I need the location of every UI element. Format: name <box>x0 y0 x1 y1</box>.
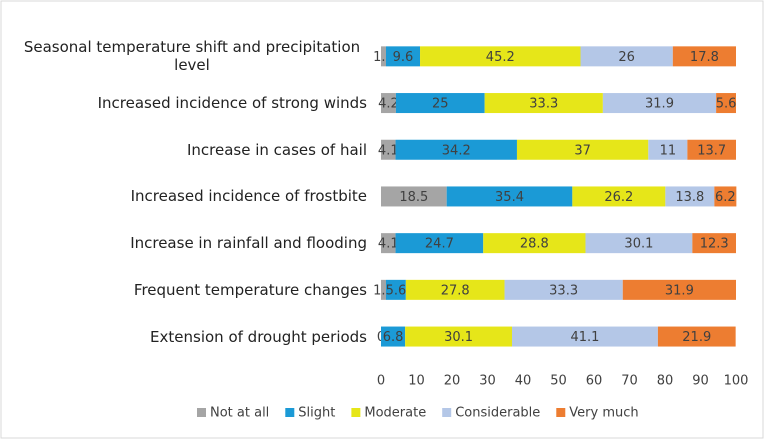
data-label: 33.3 <box>549 283 578 298</box>
category-label: Frequent temperature changes <box>133 280 367 299</box>
category-label: Increase in cases of hail <box>186 140 367 159</box>
bar-segment <box>381 46 386 67</box>
x-tick-label: 50 <box>550 374 567 389</box>
bar-segment <box>381 93 396 114</box>
data-label: 21.9 <box>682 330 711 345</box>
bar-segment <box>381 139 396 160</box>
bar-segment <box>585 233 693 254</box>
x-tick-label: 90 <box>692 374 709 389</box>
data-label: 4.2 <box>378 97 399 112</box>
data-label: 17.8 <box>690 50 719 65</box>
data-label: 13.7 <box>697 143 726 158</box>
category-label: Increase in rainfall and flooding <box>130 234 367 253</box>
x-tick-label: 10 <box>408 374 425 389</box>
x-tick-label: 30 <box>479 374 496 389</box>
data-label: 33.3 <box>529 97 558 112</box>
legend-label: Slight <box>298 406 335 421</box>
data-label: 26.2 <box>604 190 633 205</box>
data-label: 26 <box>618 50 635 65</box>
legend-swatch <box>197 408 206 417</box>
bar-segment <box>484 93 603 114</box>
category-label: Increased incidence of strong winds <box>97 94 367 113</box>
data-label: 24.7 <box>425 237 454 252</box>
bar-segment <box>657 326 736 347</box>
legend-swatch <box>285 408 295 417</box>
data-label: 37 <box>574 143 591 158</box>
bar-segment <box>405 326 512 347</box>
legend-label: Considerable <box>455 406 540 421</box>
legend-label: Moderate <box>364 406 426 421</box>
data-label: 34.2 <box>442 143 471 158</box>
data-label: 12.3 <box>700 237 729 252</box>
data-label: 18.5 <box>399 190 428 205</box>
category-label: Increased incidence of frostbite <box>130 187 367 206</box>
x-tick-label: 70 <box>621 374 638 389</box>
legend-label: Not at all <box>210 406 269 421</box>
data-label: 11 <box>660 143 677 158</box>
x-tick-label: 80 <box>657 374 674 389</box>
data-label: 30.1 <box>444 330 473 345</box>
bar-segment <box>687 139 736 160</box>
category-label: Seasonal temperature shift and precipita… <box>23 38 361 75</box>
x-tick-label: 40 <box>515 374 532 389</box>
data-label: 31.9 <box>665 283 694 298</box>
data-label: 25 <box>432 97 449 112</box>
bar-segment <box>602 93 717 114</box>
legend-swatch <box>351 408 361 417</box>
bar-segment <box>516 139 649 160</box>
bar-segment <box>572 186 666 207</box>
data-label: 4.1 <box>378 237 399 252</box>
data-label: 41.1 <box>570 330 599 345</box>
data-label: 27.8 <box>441 283 470 298</box>
bar-segment <box>381 326 406 347</box>
x-tick-label: 0 <box>377 374 385 389</box>
data-label: 13.8 <box>675 190 704 205</box>
bar-segment <box>385 279 406 300</box>
bar-segment <box>665 186 715 207</box>
bar-segment <box>381 233 396 254</box>
data-label: 5.6 <box>386 283 407 298</box>
bar-segment <box>580 46 673 67</box>
x-tick-label: 100 <box>724 374 749 389</box>
data-label: 31.9 <box>645 97 674 112</box>
bar-segment <box>692 233 736 254</box>
x-tick-label: 20 <box>444 374 461 389</box>
legend-label: Very much <box>569 406 638 421</box>
data-label: 4.1 <box>378 143 399 158</box>
bar-segment <box>381 186 447 207</box>
bar-segment <box>381 279 386 300</box>
bar-segment <box>672 46 736 67</box>
category-label: Extension of drought periods <box>150 327 367 346</box>
bar-segment <box>716 93 736 114</box>
bar-segment <box>446 186 573 207</box>
data-label: 9.6 <box>393 50 414 65</box>
bar-segment <box>622 279 736 300</box>
data-label: 5.6 <box>716 97 737 112</box>
data-label: 30.1 <box>624 237 653 252</box>
bar-segment <box>483 233 586 254</box>
bar-segment <box>511 326 658 347</box>
data-label: 28.8 <box>520 237 549 252</box>
bar-segment <box>395 93 485 114</box>
data-label: 6.2 <box>715 190 736 205</box>
data-label: 6.8 <box>383 330 404 345</box>
x-tick-label: 60 <box>586 374 603 389</box>
bar-segment <box>395 233 484 254</box>
data-label: 45.2 <box>486 50 515 65</box>
bar-segment <box>385 46 421 67</box>
bar-segment <box>420 46 581 67</box>
legend-swatch <box>442 408 452 417</box>
bar-segment <box>405 279 505 300</box>
legend-swatch <box>556 408 566 417</box>
data-label: 35.4 <box>495 190 524 205</box>
bar-segment <box>395 139 517 160</box>
bar-segment <box>648 139 688 160</box>
bar-segment <box>504 279 623 300</box>
bar-segment <box>714 186 737 207</box>
